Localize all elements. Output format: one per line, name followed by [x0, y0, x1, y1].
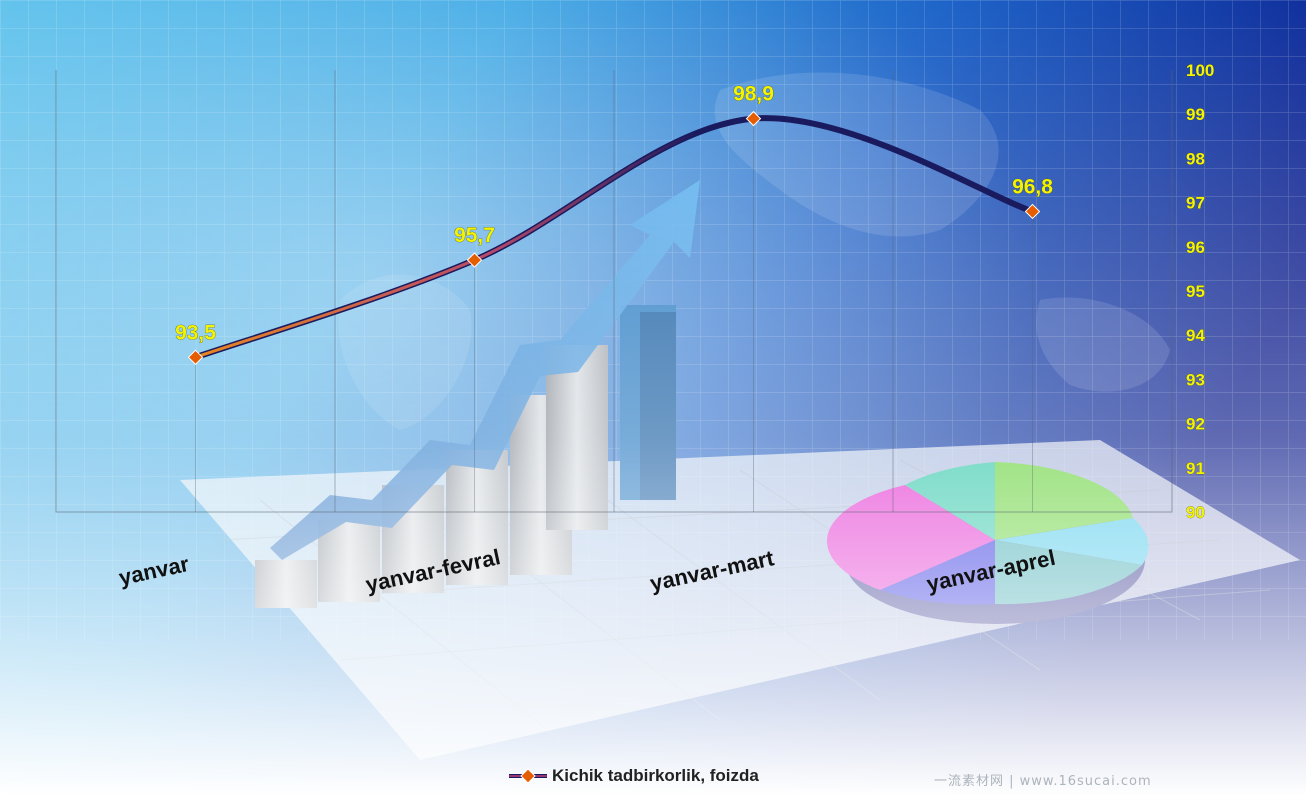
y-tick-label: 95: [1186, 282, 1205, 301]
data-marker: [1024, 203, 1041, 220]
y-tick-label: 98: [1186, 149, 1205, 168]
legend-label: Kichik tadbirkorlik, foizda: [552, 766, 759, 785]
data-label: 98,9: [733, 83, 774, 106]
data-marker: [187, 349, 204, 366]
data-label: 96,8: [1012, 175, 1053, 198]
data-marker: [745, 110, 762, 127]
series-kichik-tadbirkorlik: [192, 115, 1036, 361]
y-tick-label: 99: [1186, 105, 1205, 124]
y-tick-label: 94: [1186, 326, 1205, 345]
series-line: [194, 116, 1034, 359]
y-tick-label: 92: [1186, 415, 1205, 434]
watermark-text: 一流素材网 | www.16sucai.com: [934, 774, 1152, 789]
data-label: 95,7: [454, 224, 495, 247]
y-tick-label: 100: [1186, 61, 1214, 80]
y-tick-label: 97: [1186, 194, 1205, 213]
data-marker: [466, 252, 483, 268]
y-tick-label: 93: [1186, 370, 1205, 389]
vertical-gridlines: [195, 70, 1033, 512]
data-label: 93,5: [175, 321, 216, 344]
data-markers: [187, 110, 1041, 366]
data-labels: 93,5 95,7 98,9 96,8: [175, 82, 1054, 344]
plot-frame: [55, 70, 1173, 513]
y-tick-label: 96: [1186, 238, 1205, 257]
plot-frame-border: [55, 70, 1173, 513]
y-tick-label: 90: [1186, 503, 1205, 522]
y-tick-label: 91: [1186, 459, 1205, 478]
legend: Kichik tadbirkorlik, foizda: [508, 764, 759, 788]
legend-swatch: [509, 768, 547, 784]
y-axis-ticks: 90 91 92 93 94 95 96 97 98 99 100: [1186, 61, 1215, 522]
